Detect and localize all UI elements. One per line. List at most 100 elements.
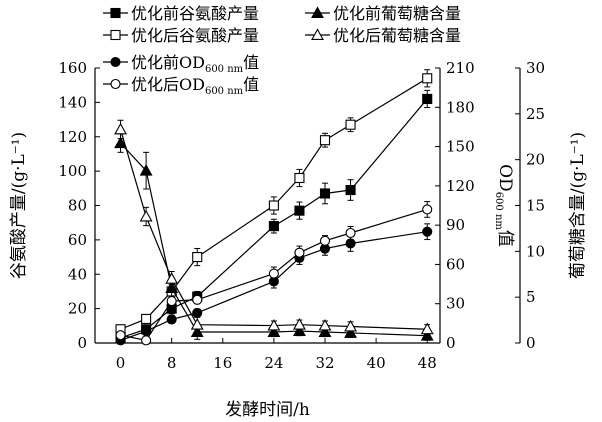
data-point: [165, 272, 179, 284]
legend-label: 优化后葡萄糖含量: [333, 26, 461, 45]
data-point: [139, 209, 153, 222]
data-point: [268, 221, 279, 232]
glucose-tick-label: 5: [526, 288, 536, 306]
data-point: [345, 238, 356, 249]
glucose-tick-label: 15: [526, 197, 545, 215]
data-point: [141, 335, 152, 346]
data-point: [293, 324, 306, 337]
x-tick-label: 16: [213, 354, 232, 372]
x-tick-label: 24: [264, 354, 283, 372]
x-tick-label: 0: [116, 354, 126, 372]
data-point: [139, 164, 153, 176]
legend-marker: [110, 56, 121, 68]
legend-label: 优化前葡萄糖含量: [333, 4, 461, 23]
left-axis-label: 谷氨酸产量/(g·L⁻¹): [9, 132, 29, 279]
data-point: [319, 235, 331, 246]
series-5: [115, 201, 433, 346]
legend-marker: [110, 7, 121, 19]
legend-label: 优化后OD600 nm值: [131, 75, 259, 97]
glucose-tick-label: 10: [526, 242, 545, 260]
data-point: [422, 93, 433, 104]
left-tick-label: 20: [68, 300, 87, 318]
data-point: [268, 200, 279, 211]
legend-marker: [110, 78, 121, 90]
x-tick-label: 32: [315, 354, 334, 372]
data-point: [422, 204, 433, 215]
od-tick-label: 210: [446, 59, 475, 77]
data-point: [267, 325, 281, 337]
data-point: [267, 318, 281, 331]
left-tick-label: 60: [68, 231, 87, 249]
data-point: [141, 326, 152, 337]
data-point: [192, 307, 203, 318]
legend-marker: [311, 6, 324, 18]
data-point: [422, 226, 433, 237]
data-point: [345, 227, 356, 239]
glucose-tick-label: 0: [526, 334, 536, 352]
od-tick-label: 150: [446, 138, 475, 156]
data-point: [114, 122, 127, 135]
left-tick-label: 140: [58, 93, 87, 111]
series-3: [114, 119, 434, 335]
legend-marker: [311, 28, 324, 40]
od-tick-label: 120: [446, 177, 475, 195]
series-line: [120, 142, 428, 337]
legend-label: 优化后谷氨酸产量: [131, 26, 259, 45]
legend-label: 优化前OD600 nm值: [131, 53, 259, 75]
data-point: [420, 329, 434, 341]
left-tick-label: 120: [58, 128, 87, 146]
od-tick-label: 60: [446, 255, 465, 273]
series-1: [115, 69, 433, 335]
data-point: [345, 119, 356, 130]
left-tick-label: 80: [68, 197, 87, 215]
data-point: [344, 326, 357, 338]
x-tick-label: 48: [418, 354, 437, 372]
data-point: [268, 268, 279, 279]
data-point: [166, 314, 177, 325]
series-line: [120, 98, 428, 339]
series-0: [115, 89, 433, 343]
od-tick-label: 0: [446, 334, 456, 352]
x-axis-label: 发酵时间/h: [225, 400, 310, 420]
series-2: [114, 133, 434, 341]
data-point: [294, 172, 305, 184]
data-point: [318, 325, 332, 337]
data-point: [420, 322, 434, 335]
data-point: [114, 136, 127, 149]
left-tick-label: 40: [68, 265, 87, 283]
legend-label: 优化前谷氨酸产量: [131, 4, 259, 23]
glucose-tick-label: 20: [526, 151, 545, 169]
data-point: [318, 318, 332, 331]
data-point: [422, 73, 433, 84]
data-point: [294, 205, 305, 216]
data-point: [190, 318, 204, 330]
od-tick-label: 180: [446, 98, 475, 116]
glucose-tick-label: 30: [526, 59, 545, 77]
left-tick-label: 0: [77, 334, 87, 352]
data-point: [192, 294, 203, 305]
od-tick-label: 30: [446, 295, 465, 313]
axes: 0 8 16 24 32 40 480204060801001201401600306090…: [9, 59, 588, 420]
od-axis-label: OD600 nm值: [493, 164, 515, 247]
glucose-axis-label: 葡萄糖含量/(g·L⁻¹): [568, 132, 588, 279]
left-tick-label: 100: [58, 162, 87, 180]
data-point: [166, 296, 177, 307]
data-point: [192, 252, 203, 263]
plot-area: [114, 69, 434, 346]
left-tick-label: 160: [58, 59, 87, 77]
data-point: [165, 281, 179, 293]
legend-marker: [110, 29, 121, 41]
glucose-tick-label: 25: [526, 105, 545, 123]
od-tick-label: 90: [446, 216, 465, 234]
data-point: [319, 188, 331, 199]
data-point: [345, 184, 356, 196]
data-point: [141, 313, 152, 324]
data-point: [115, 330, 126, 341]
data-point: [319, 135, 331, 146]
x-tick-label: 40: [367, 354, 386, 372]
data-point: [344, 319, 357, 332]
data-point: [294, 247, 305, 258]
x-tick-label: 8: [167, 354, 177, 372]
